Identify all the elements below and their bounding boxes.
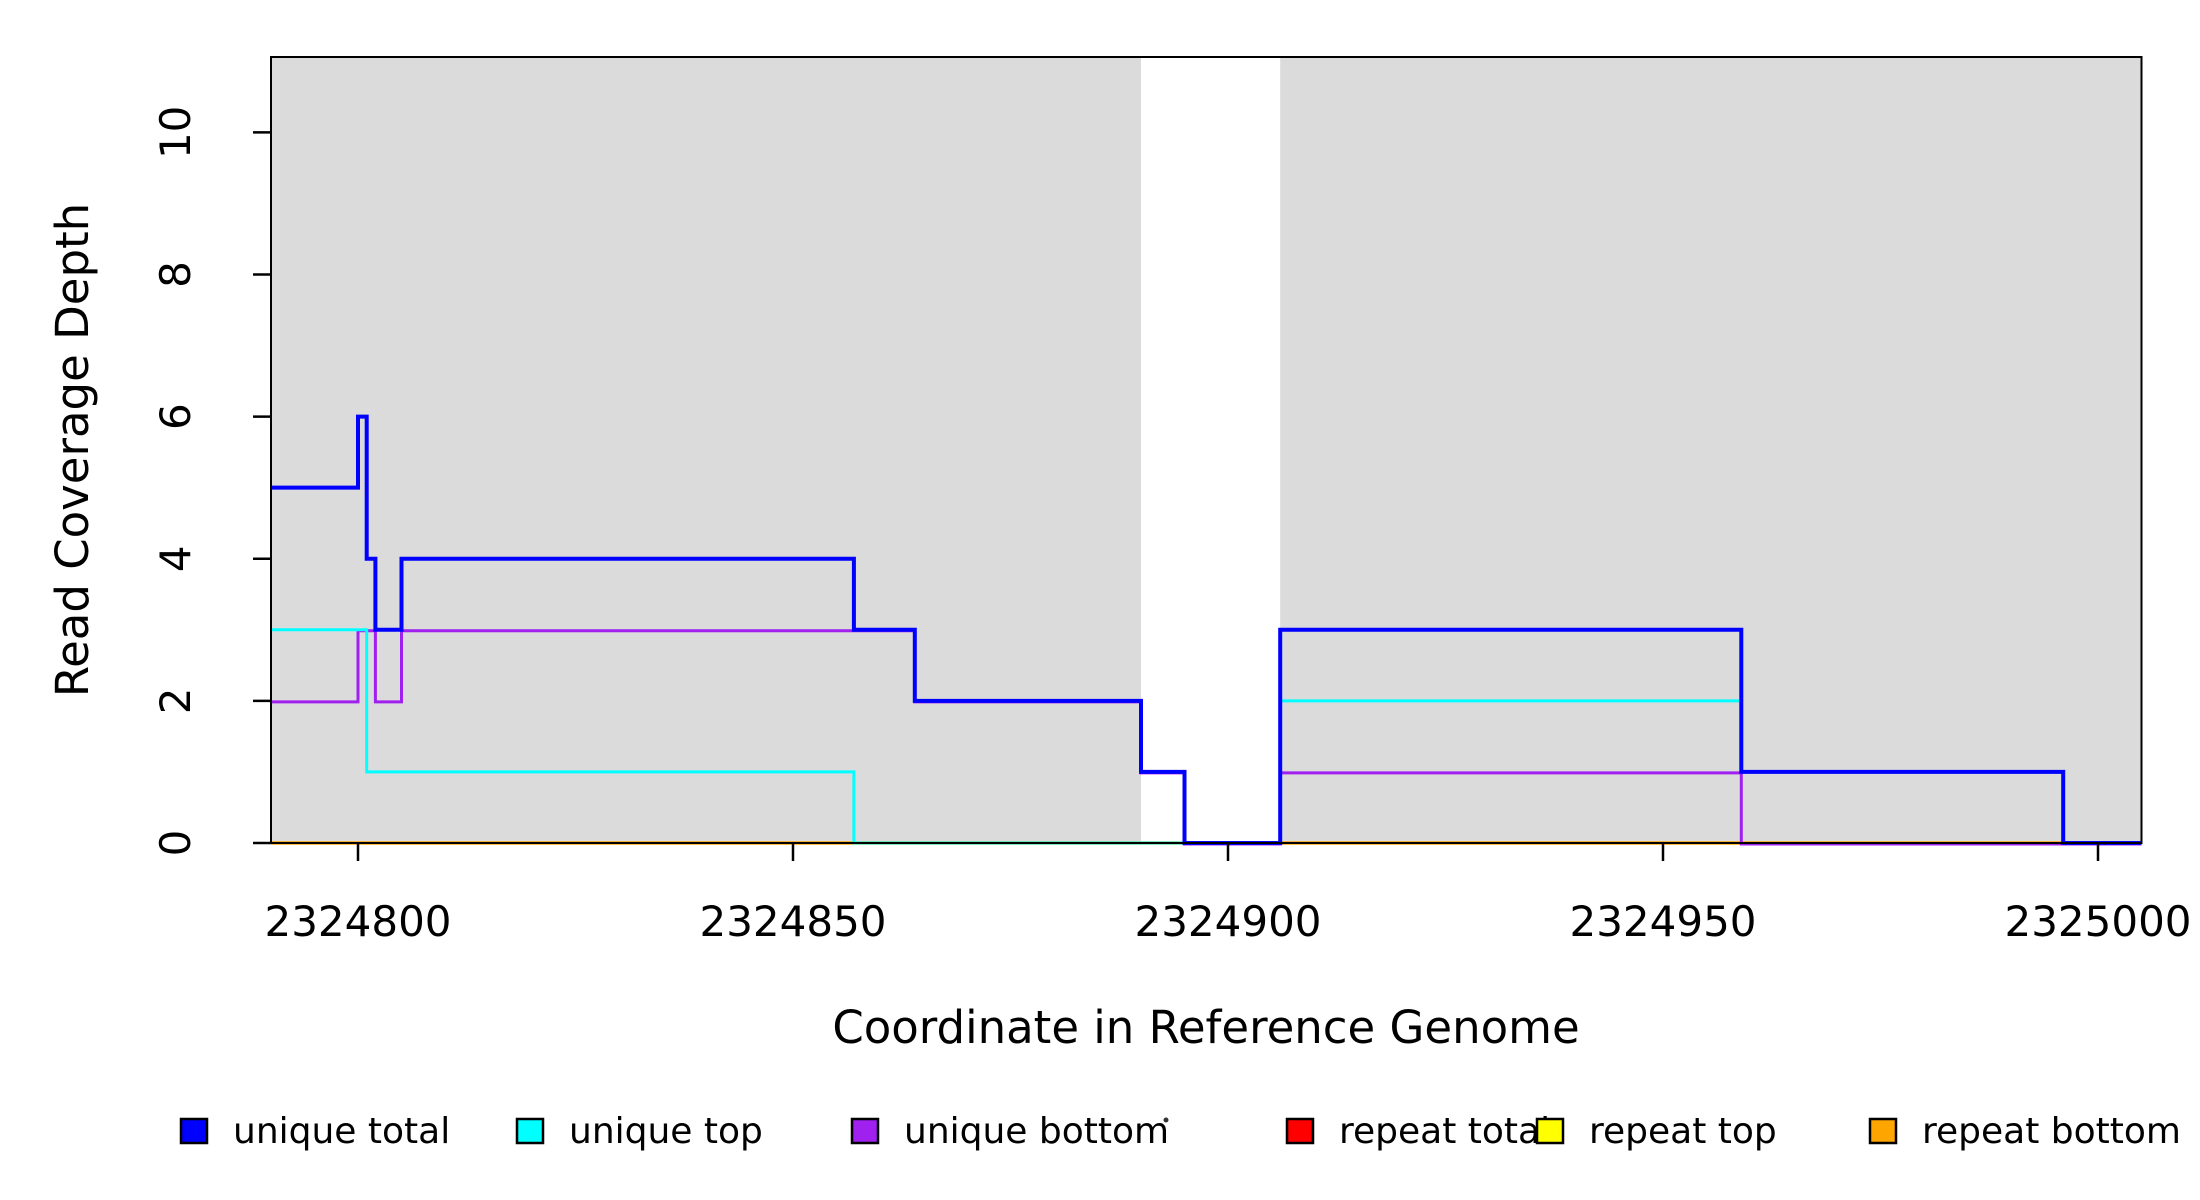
legend-item-repeat-total: repeat total [1285, 1111, 1550, 1152]
legend-item-unique-total: unique total [179, 1111, 450, 1152]
x-axis-title: Coordinate in Reference Genome [832, 1001, 1579, 1054]
legend-label: unique bottom [904, 1111, 1169, 1152]
x-tick-label: 2325000 [2004, 897, 2191, 946]
legend-label: repeat total [1339, 1111, 1550, 1152]
legend-swatch [850, 1117, 880, 1145]
legend-swatch [1535, 1117, 1565, 1145]
masked-region [1280, 57, 2142, 843]
plot-box [270, 56, 2143, 844]
stray-dot-artifact [1163, 1117, 1169, 1123]
x-tick-label: 2324900 [1134, 897, 1321, 946]
x-tick-label: 2324950 [1569, 897, 1756, 946]
y-tick-label: 10 [151, 106, 200, 159]
legend-item-unique-bottom: unique bottom [850, 1111, 1169, 1152]
y-tick-label: 4 [151, 545, 200, 572]
y-tick-label: 0 [151, 830, 200, 857]
masked-region [271, 57, 1141, 843]
plot-legend: unique total unique top unique bottom repea… [179, 1111, 2181, 1152]
legend-item-unique-top: unique top [515, 1111, 763, 1152]
legend-label: repeat top [1589, 1111, 1777, 1152]
x-tick-label: 2324850 [699, 897, 886, 946]
x-tick-label: 2324800 [264, 897, 451, 946]
legend-label: unique top [569, 1111, 763, 1152]
y-axis-ticks: 0 2 4 6 8 10 [151, 106, 271, 857]
legend-label: repeat bottom [1922, 1111, 2181, 1152]
shaded-regions [271, 57, 2142, 843]
series-line-unique-total [271, 414, 2142, 845]
legend-item-repeat-top: repeat top [1535, 1111, 1777, 1152]
legend-swatch [1868, 1117, 1898, 1145]
x-axis-ticks: 2324800 2324850 2324900 2324950 2325000 [264, 843, 2192, 946]
legend-swatch [179, 1117, 209, 1145]
y-tick-label: 2 [151, 687, 200, 714]
legend-label: unique total [233, 1111, 450, 1152]
plot-border [270, 56, 2143, 844]
y-tick-label: 8 [151, 261, 200, 288]
legend-swatch [515, 1117, 545, 1145]
legend-swatch [1285, 1117, 1315, 1145]
legend-item-repeat-bottom: repeat bottom [1868, 1111, 2181, 1152]
y-tick-label: 6 [151, 403, 200, 430]
y-axis-title: Read Coverage Depth [46, 203, 99, 697]
